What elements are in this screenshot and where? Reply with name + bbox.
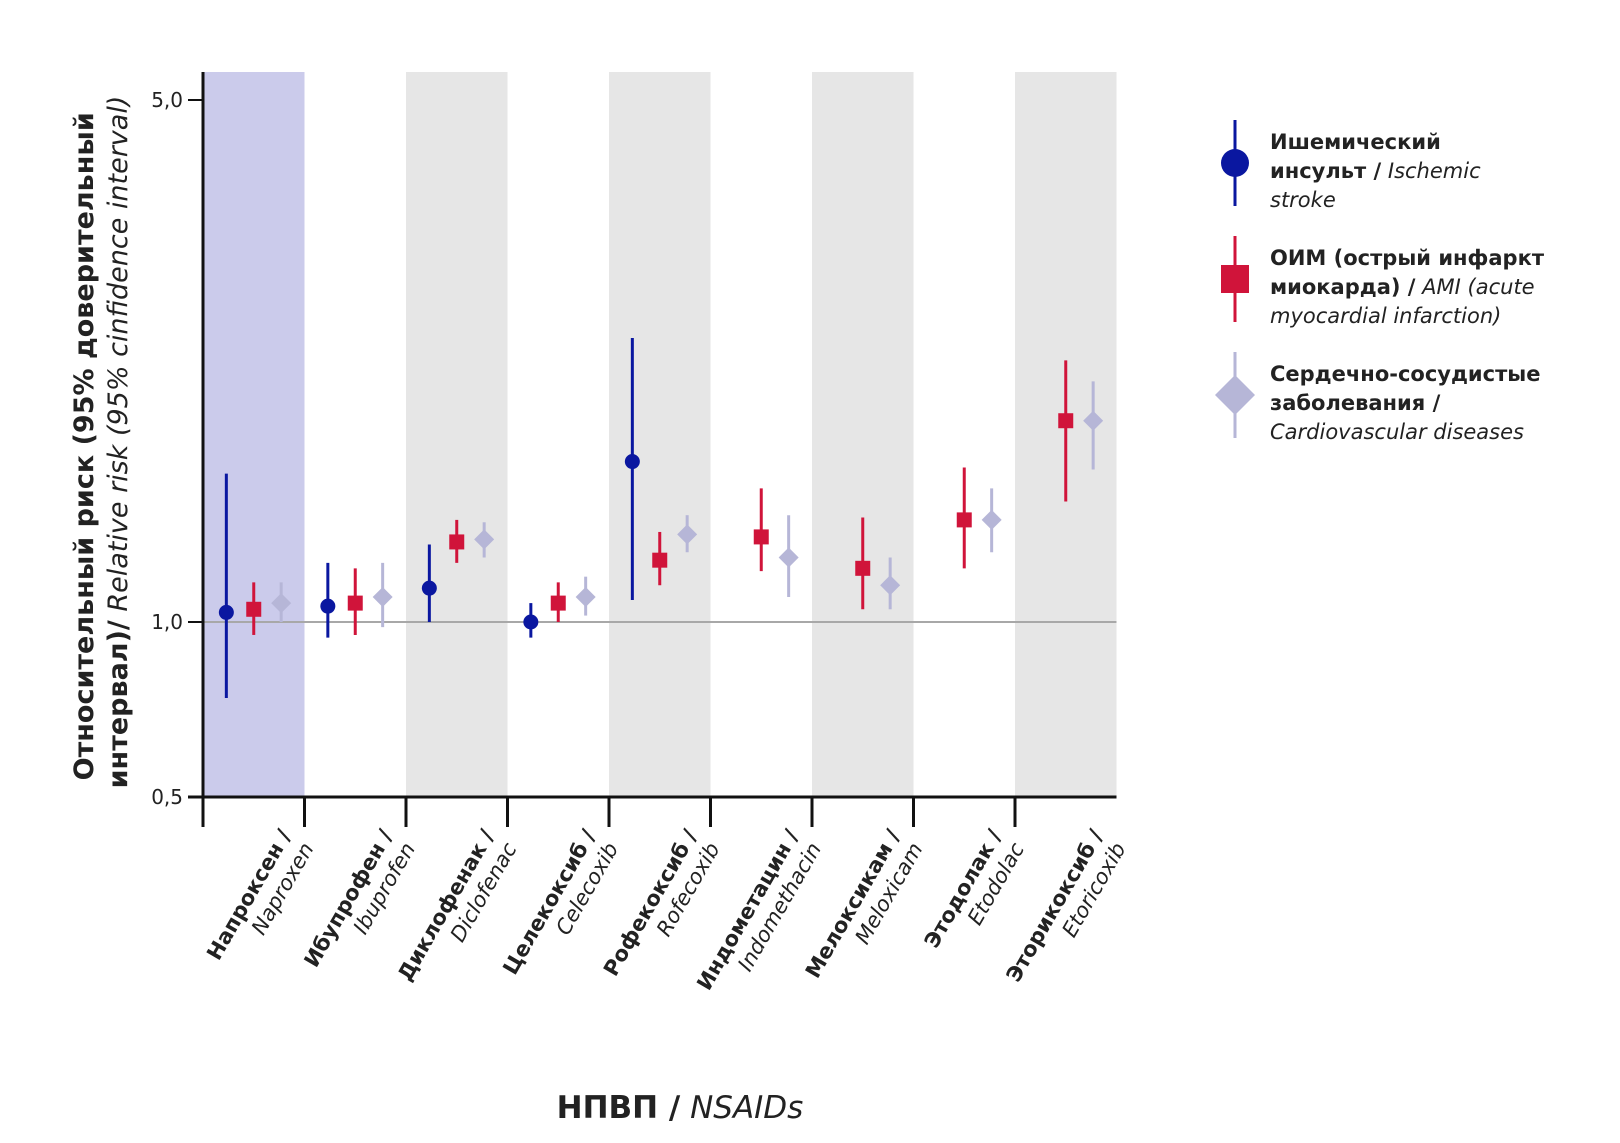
diamond-marker — [677, 524, 698, 545]
point-square-meloxicam — [855, 517, 871, 610]
point-diamond-etoricoxib — [1083, 381, 1104, 470]
diamond-marker — [271, 593, 292, 614]
square-marker — [246, 601, 262, 617]
square-marker — [956, 512, 972, 528]
point-circle-ibuprofen — [320, 562, 336, 638]
legend-item-cardiovascular: Сердечно-сосудистые заболевания / Cardio… — [1205, 352, 1605, 447]
chart-marks — [218, 338, 1104, 699]
circle-marker — [218, 604, 234, 620]
square-marker — [449, 534, 465, 550]
x-axis-title: НПВП / NSAIDs — [556, 1090, 804, 1126]
circle-marker — [624, 454, 640, 470]
y-tick-labels: 5,0 1,0 0,5 — [151, 88, 183, 809]
point-circle-rofecoxib — [624, 338, 640, 601]
circle-marker — [421, 580, 437, 596]
point-square-celecoxib — [550, 582, 566, 622]
diamond-marker — [474, 529, 495, 550]
band-diclofenac — [406, 72, 508, 797]
y-axis-label-line2: интервал)/ Relative risk (95% cinfidence… — [103, 96, 134, 789]
circle-marker — [320, 598, 336, 614]
y-axis-label: Относительный риск (95% доверительный ин… — [69, 96, 134, 789]
point-circle-naproxen — [218, 473, 234, 699]
square-marker — [753, 529, 769, 545]
legend-item-ischemic-stroke: Ишемический инсульт / Ischemic stroke — [1205, 120, 1605, 215]
diamond-marker — [1083, 410, 1104, 431]
point-square-indomethacin — [753, 488, 769, 572]
x-tick-label-etodolac: Этодолак /Etodolac — [920, 825, 1030, 965]
point-square-etodolac — [956, 467, 972, 569]
diamond-marker — [575, 587, 596, 608]
point-square-naproxen — [246, 582, 262, 635]
point-diamond-meloxicam — [880, 557, 901, 610]
point-circle-celecoxib — [523, 603, 539, 638]
point-diamond-etodolac — [981, 488, 1002, 553]
square-marker — [1058, 413, 1074, 429]
point-square-diclofenac — [449, 519, 465, 563]
point-diamond-ibuprofen — [372, 562, 393, 628]
point-circle-diclofenac — [421, 544, 437, 622]
diamond-marker — [981, 509, 1002, 530]
point-square-rofecoxib — [652, 531, 668, 586]
square-marker — [550, 595, 566, 611]
square-marker-icon — [1221, 236, 1249, 322]
diamond-marker — [372, 587, 393, 608]
y-tick-label: 5,0 — [151, 88, 183, 112]
band-rofecoxib — [609, 72, 711, 797]
point-square-etoricoxib — [1058, 360, 1074, 502]
y-axis-label-line1: Относительный риск (95% доверительный — [69, 112, 100, 780]
legend-label-cardiovascular: Сердечно-сосудистые заболевания / Cardio… — [1270, 362, 1541, 444]
diamond-marker-icon — [1215, 352, 1255, 438]
square-marker — [855, 560, 871, 576]
band-meloxicam — [812, 72, 914, 797]
x-tick-label-naproxen: Напроксен /Naproxen — [202, 825, 319, 977]
square-marker — [347, 595, 363, 611]
diamond-marker — [778, 547, 799, 568]
point-square-ibuprofen — [347, 568, 363, 635]
square-marker — [652, 552, 668, 568]
circle-marker-icon — [1221, 120, 1249, 206]
y-tick-label: 0,5 — [151, 785, 183, 809]
legend-label-ischemic-stroke: Ишемический инсульт / Ischemic stroke — [1270, 130, 1481, 212]
point-diamond-diclofenac — [474, 522, 495, 558]
circle-marker — [523, 614, 539, 630]
point-diamond-rofecoxib — [677, 515, 698, 553]
category-bands — [203, 72, 1117, 797]
legend-item-ami: ОИМ (острый инфаркт миокарда) / AMI (acu… — [1205, 236, 1605, 331]
y-tick-label: 1,0 — [151, 610, 183, 634]
legend-label-ami: ОИМ (острый инфаркт миокарда) / AMI (acu… — [1270, 246, 1545, 328]
axes — [188, 72, 1117, 827]
band-naproxen — [203, 72, 305, 797]
point-diamond-celecoxib — [575, 576, 596, 616]
point-diamond-naproxen — [271, 582, 292, 622]
point-diamond-indomethacin — [778, 515, 799, 598]
diamond-marker — [880, 575, 901, 596]
